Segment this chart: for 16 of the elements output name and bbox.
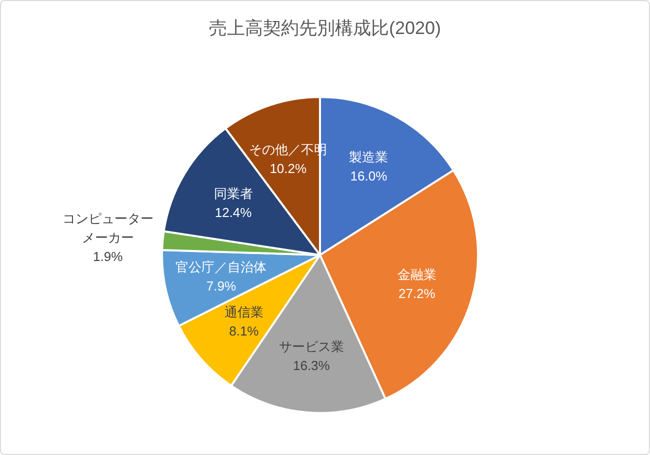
data-label: 16.0% — [350, 168, 388, 184]
data-label: 10.2% — [270, 161, 308, 176]
data-label: 16.3% — [292, 358, 330, 373]
slice-label: 金融業 — [397, 266, 436, 282]
data-label: 8.1% — [229, 324, 260, 339]
slice-label: コンピューターメーカー — [62, 210, 154, 245]
slice-label: サービス業 — [278, 338, 344, 354]
data-label: 12.4% — [214, 204, 252, 220]
slice-label: 通信業 — [224, 304, 264, 320]
slice-label: 同業者 — [214, 186, 253, 201]
data-label: 7.9% — [206, 278, 236, 294]
chart-title: 売上高契約先別構成比(2020) — [208, 18, 442, 38]
slice-label: 官公庁／自治体 — [176, 260, 267, 275]
slice-label: 製造業 — [349, 149, 388, 164]
data-label: 1.9% — [93, 248, 124, 264]
data-label: 27.2% — [398, 286, 436, 301]
